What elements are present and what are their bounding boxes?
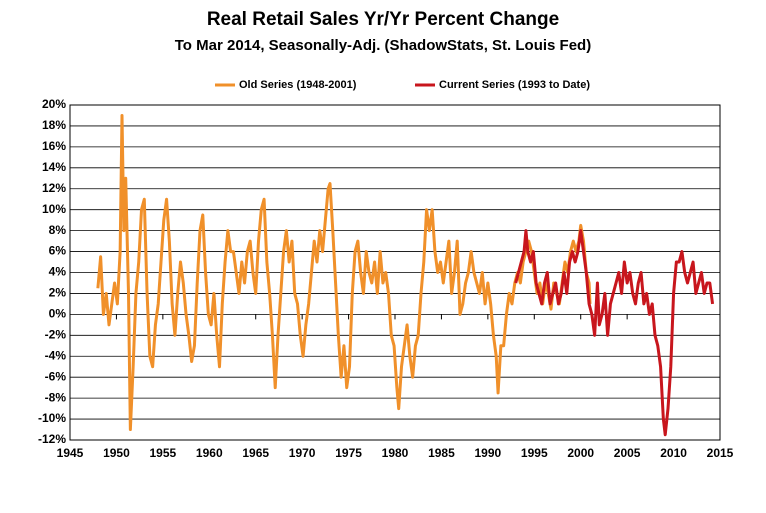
y-tick-label: 14%: [42, 160, 66, 174]
y-tick-label: -4%: [45, 348, 67, 362]
chart-title: Real Retail Sales Yr/Yr Percent Change: [207, 9, 559, 30]
chart-subtitle: To Mar 2014, Seasonally-Adj. (ShadowStat…: [175, 37, 591, 54]
y-tick-label: 16%: [42, 139, 66, 153]
legend-label: Old Series (1948-2001): [239, 79, 357, 91]
x-tick-label: 1990: [475, 446, 502, 460]
x-tick-label: 2005: [614, 446, 641, 460]
y-tick-label: -6%: [45, 369, 67, 383]
x-tick-label: 1945: [57, 446, 84, 460]
x-tick-label: 1955: [150, 446, 177, 460]
y-tick-label: 4%: [49, 265, 67, 279]
y-tick-label: 10%: [42, 202, 66, 216]
y-tick-label: -8%: [45, 390, 67, 404]
y-tick-label: -12%: [38, 432, 66, 446]
x-tick-label: 1995: [521, 446, 548, 460]
y-tick-label: 0%: [49, 307, 67, 321]
legend-label: Current Series (1993 to Date): [439, 79, 590, 91]
y-tick-label: 18%: [42, 118, 66, 132]
x-tick-label: 1980: [382, 446, 409, 460]
y-tick-label: 8%: [49, 223, 67, 237]
series-line: [514, 229, 715, 437]
y-tick-label: 20%: [42, 97, 66, 111]
y-tick-label: 2%: [49, 286, 67, 300]
y-tick-label: -10%: [38, 411, 66, 425]
y-tick-label: -2%: [45, 327, 67, 341]
x-tick-label: 1960: [196, 446, 223, 460]
x-tick-label: 1950: [103, 446, 130, 460]
y-tick-label: 12%: [42, 181, 66, 195]
x-tick-label: 2015: [707, 446, 734, 460]
series-line: [96, 113, 592, 432]
x-tick-label: 1985: [428, 446, 455, 460]
x-tick-label: 2000: [567, 446, 594, 460]
x-tick-label: 1975: [335, 446, 362, 460]
x-tick-label: 2010: [660, 446, 687, 460]
y-tick-label: 6%: [49, 244, 67, 258]
x-tick-label: 1970: [289, 446, 316, 460]
x-tick-label: 1965: [242, 446, 269, 460]
